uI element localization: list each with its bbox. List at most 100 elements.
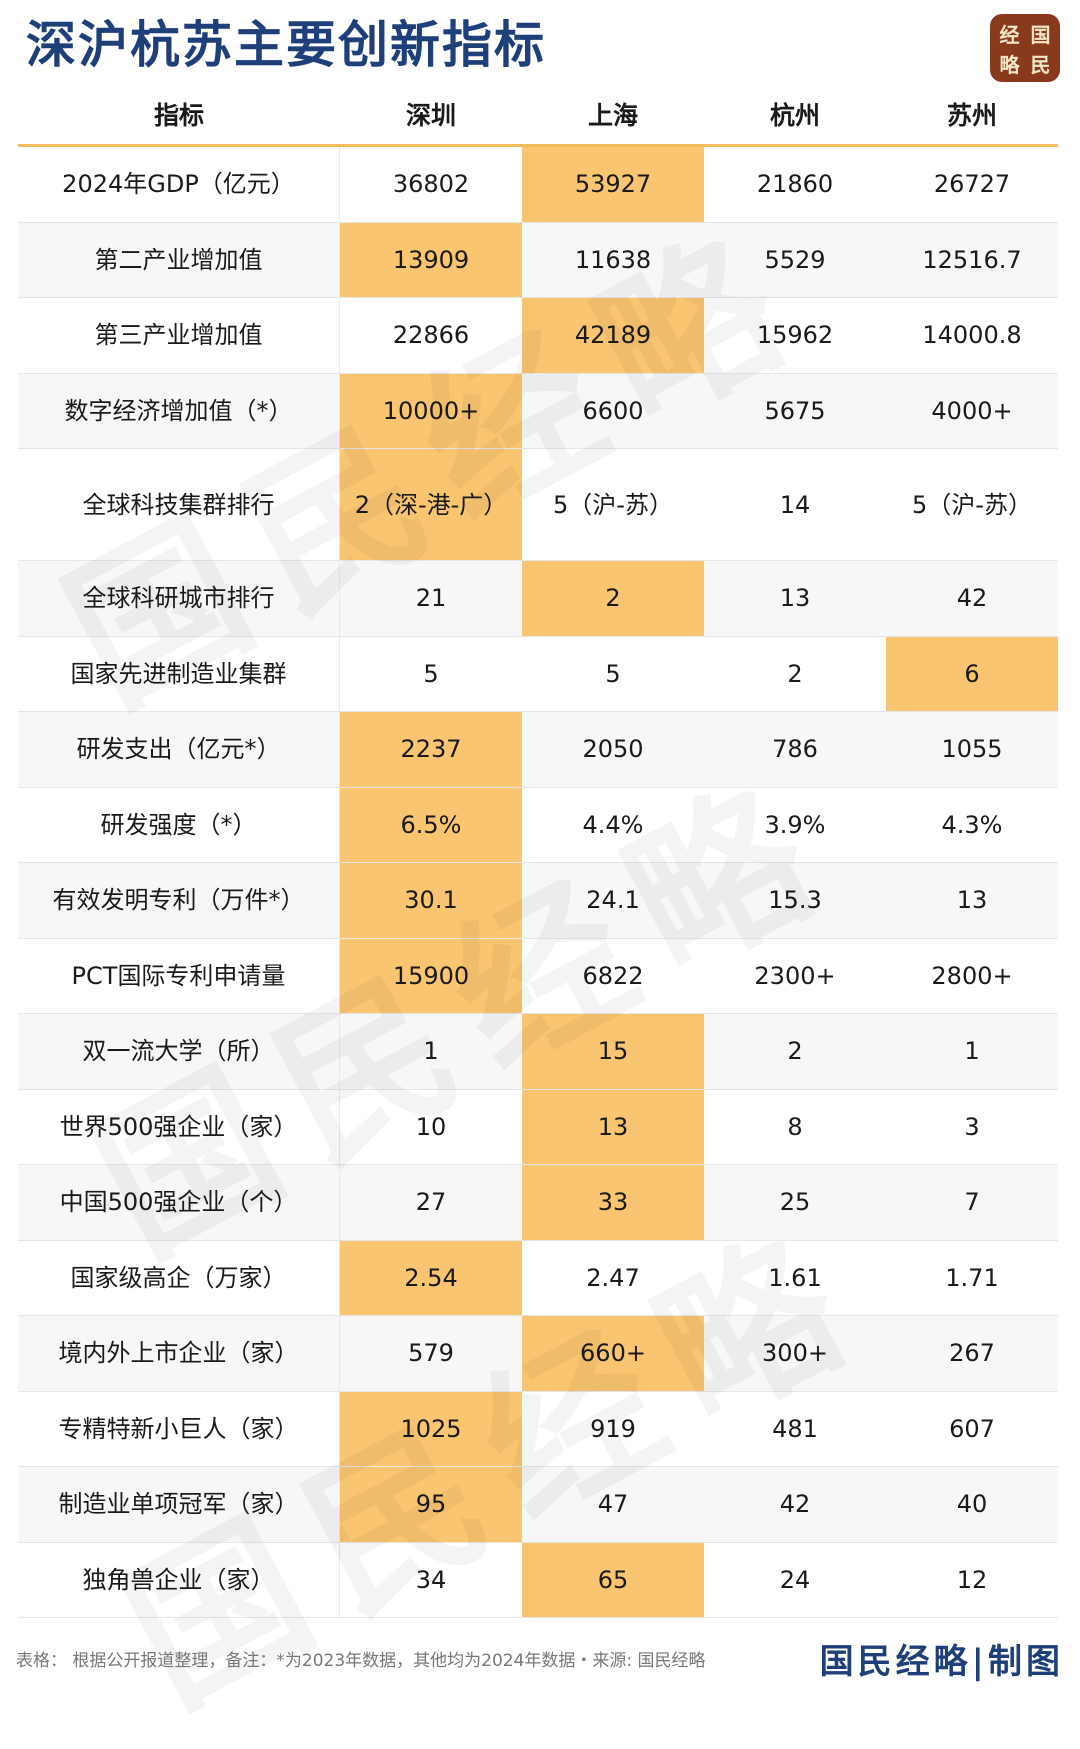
value-cell: 1 (423, 1037, 439, 1066)
table-row: 世界500强企业（家） 10 13 8 3 (18, 1089, 1058, 1165)
row-label: 独角兽企业（家） (18, 1542, 340, 1617)
column-header: 杭州 (769, 101, 820, 130)
table-row: 研发强度（*） 6.5% 4.4% 3.9% 4.3% (18, 787, 1058, 863)
value-cell: 12 (956, 1565, 988, 1594)
value-cell: 1.71 (945, 1263, 999, 1292)
value-cell: 2 (787, 1037, 803, 1066)
value-cell: 27 (415, 1188, 447, 1217)
value-cell: 34 (415, 1565, 447, 1594)
value-cell: 53927 (522, 147, 704, 222)
logo-char: 国 (1030, 22, 1051, 47)
page-title: 深沪杭苏主要创新指标 (26, 16, 546, 74)
table-row: PCT国际专利申请量 15900 6822 2300+ 2800+ (18, 938, 1058, 1014)
table-body: 2024年GDP（亿元） 36802 53927 21860 26727 第二产业增加值 1… (18, 147, 1058, 1618)
value-cell: 5 (423, 659, 439, 688)
row-label: 国家先进制造业集群 (18, 636, 340, 711)
value-cell: 15 (522, 1014, 704, 1089)
table-row: 专精特新小巨人（家） 1025 919 481 607 (18, 1391, 1058, 1467)
value-cell: 24 (779, 1565, 811, 1594)
value-cell: 6.5% (340, 787, 522, 862)
value-cell: 13909 (340, 222, 522, 297)
value-cell: 40 (956, 1490, 988, 1519)
value-cell: 47 (597, 1490, 629, 1519)
value-cell: 2.54 (340, 1240, 522, 1315)
value-cell: 15900 (340, 938, 522, 1013)
value-cell: 14000.8 (922, 321, 1022, 350)
column-header: 苏州 (946, 101, 997, 130)
value-cell: 6822 (582, 961, 644, 990)
value-cell: 2（深-港-广） (340, 449, 522, 560)
row-label: 全球科技集群排行 (18, 449, 340, 560)
table-row: 中国500强企业（个） 27 33 25 7 (18, 1165, 1058, 1241)
value-cell: 2 (787, 659, 803, 688)
logo-char: 经 (999, 22, 1020, 47)
value-cell: 2800+ (931, 961, 1013, 990)
value-cell: 33 (522, 1165, 704, 1240)
value-cell: 2300+ (754, 961, 836, 990)
value-cell: 11638 (574, 245, 652, 274)
value-cell: 65 (522, 1542, 704, 1617)
value-cell: 1025 (340, 1391, 522, 1466)
row-label: 2024年GDP（亿元） (18, 147, 340, 222)
value-cell: 10 (415, 1112, 447, 1141)
value-cell: 1 (964, 1037, 980, 1066)
value-cell: 267 (949, 1339, 995, 1368)
row-label: 境内外上市企业（家） (18, 1316, 340, 1391)
row-label: 专精特新小巨人（家） (18, 1391, 340, 1466)
value-cell: 579 (408, 1339, 454, 1368)
value-cell: 42 (779, 1490, 811, 1519)
value-cell: 5 (605, 659, 621, 688)
value-cell: 2.47 (586, 1263, 640, 1292)
value-cell: 1.61 (768, 1263, 822, 1292)
value-cell: 8 (787, 1112, 803, 1141)
value-cell: 21860 (756, 170, 834, 199)
value-cell: 660+ (522, 1316, 704, 1391)
indicator-table: 指标 深圳 上海 杭州 苏州 2024年GDP（亿元） 36802 53927 218… (18, 84, 1058, 1618)
value-cell: 919 (590, 1414, 636, 1443)
logo-char: 略 (999, 52, 1020, 77)
value-cell: 5529 (764, 245, 826, 274)
value-cell: 42 (956, 584, 988, 613)
value-cell: 5（沪-苏） (553, 490, 673, 519)
row-label: 研发强度（*） (18, 787, 340, 862)
column-header: 上海 (587, 101, 638, 130)
row-label: 第二产业增加值 (18, 222, 340, 297)
value-cell: 13 (522, 1089, 704, 1164)
value-cell: 3 (964, 1112, 980, 1141)
value-cell: 7 (964, 1188, 980, 1217)
value-cell: 24.1 (586, 886, 640, 915)
table-row: 第二产业增加值 13909 11638 5529 12516.7 (18, 222, 1058, 298)
row-label: 世界500强企业（家） (18, 1089, 340, 1164)
value-cell: 13 (956, 886, 988, 915)
table-row: 数字经济增加值（*） 10000+ 6600 5675 4000+ (18, 373, 1058, 449)
table-row: 全球科研城市排行 21 2 13 42 (18, 561, 1058, 637)
value-cell: 481 (772, 1414, 818, 1443)
table-row: 双一流大学（所） 1 15 2 1 (18, 1014, 1058, 1090)
value-cell: 1055 (941, 735, 1003, 764)
value-cell: 14 (779, 490, 811, 519)
value-cell: 22866 (392, 321, 470, 350)
table-row: 研发支出（亿元*） 2237 2050 786 1055 (18, 712, 1058, 788)
row-label: 数字经济增加值（*） (18, 373, 340, 448)
table-row: 境内外上市企业（家） 579 660+ 300+ 267 (18, 1316, 1058, 1392)
value-cell: 4000+ (931, 396, 1013, 425)
column-header: 深圳 (405, 101, 456, 130)
value-cell: 13 (779, 584, 811, 613)
row-label: 全球科研城市排行 (18, 561, 340, 636)
value-cell: 2237 (340, 712, 522, 787)
table-row: 国家先进制造业集群 5 5 2 6 (18, 636, 1058, 712)
table-row: 国家级高企（万家） 2.54 2.47 1.61 1.71 (18, 1240, 1058, 1316)
value-cell: 5（沪-苏） (912, 490, 1032, 519)
logo-char: 民 (1030, 52, 1051, 77)
value-cell: 607 (949, 1414, 995, 1443)
value-cell: 300+ (762, 1339, 828, 1368)
value-cell: 10000+ (340, 373, 522, 448)
value-cell: 2 (522, 561, 704, 636)
value-cell: 30.1 (340, 863, 522, 938)
value-cell: 6600 (582, 396, 644, 425)
table-row: 全球科技集群排行 2（深-港-广） 5（沪-苏） 14 5（沪-苏） (18, 449, 1058, 561)
row-label: 制造业单项冠军（家） (18, 1467, 340, 1542)
table-header: 指标 深圳 上海 杭州 苏州 (18, 84, 1058, 147)
table-row: 制造业单项冠军（家） 95 47 42 40 (18, 1467, 1058, 1543)
source-note: 表格： 根据公开报道整理，备注：*为2023年数据，其他均为2024年数据・来源… (16, 1650, 706, 1671)
